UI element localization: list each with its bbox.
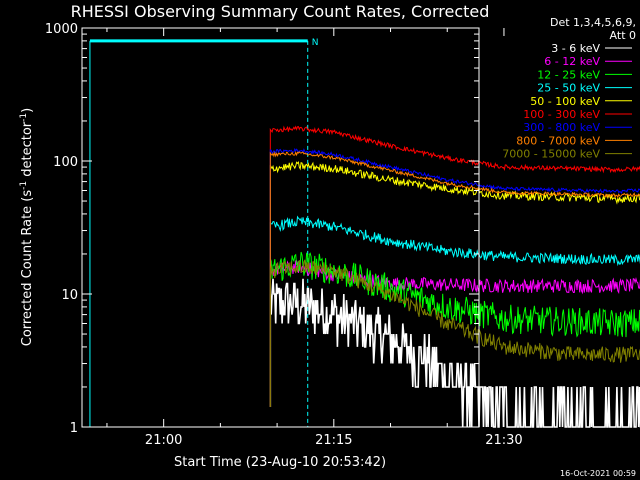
series-line-7: [269, 147, 640, 407]
series-line-2: [269, 259, 640, 407]
axes: 21:0021:1521:3021:4522:0022:1522:3011010…: [45, 22, 523, 448]
legend-label-4: 25 - 50 keV: [537, 82, 600, 95]
series-line-4: [269, 215, 640, 407]
plot-area: N: [89, 38, 640, 428]
x-tick-label: 21:00: [145, 433, 182, 448]
plot-frame: [81, 27, 480, 428]
y-tick-label: 100: [53, 155, 78, 170]
x-tick-label: 21:30: [485, 433, 522, 448]
series-line-5: [269, 161, 640, 407]
timestamp: 16-Oct-2021 00:59: [560, 469, 636, 478]
y-axis-label: Corrected Count Rate (s-1 detector-1): [19, 108, 35, 346]
legend-label-2: 6 - 12 keV: [544, 55, 600, 68]
x-tick-label: 21:15: [315, 433, 352, 448]
y-tick-label: 10: [61, 288, 78, 303]
series-line-1: [269, 278, 640, 428]
legend-label-6: 100 - 300 keV: [523, 108, 600, 121]
legend-label-8: 800 - 7000 keV: [516, 134, 600, 147]
legend-label-1: 3 - 6 keV: [551, 42, 600, 55]
series-line-8: [269, 151, 640, 407]
legend-label-7: 300 - 800 keV: [523, 121, 600, 134]
legend-header-line-1: Det 1,3,4,5,6,9,: [550, 16, 636, 29]
chart-title: RHESSI Observing Summary Count Rates, Co…: [71, 2, 490, 21]
night-flag-label: N: [312, 38, 319, 48]
legend-header-line-2: Att 0: [610, 29, 636, 42]
series-line-6: [269, 125, 640, 407]
x-axis-label: Start Time (23-Aug-10 20:53:42): [174, 455, 386, 470]
series-line-9: [269, 259, 640, 407]
series-line-3: [269, 251, 640, 407]
y-tick-label: 1000: [45, 22, 78, 37]
y-tick-label: 1: [70, 421, 78, 436]
legend-label-5: 50 - 100 keV: [530, 95, 600, 108]
legend-label-3: 12 - 25 keV: [537, 68, 600, 81]
legend-label-9: 7000 - 15000 keV: [502, 148, 600, 161]
